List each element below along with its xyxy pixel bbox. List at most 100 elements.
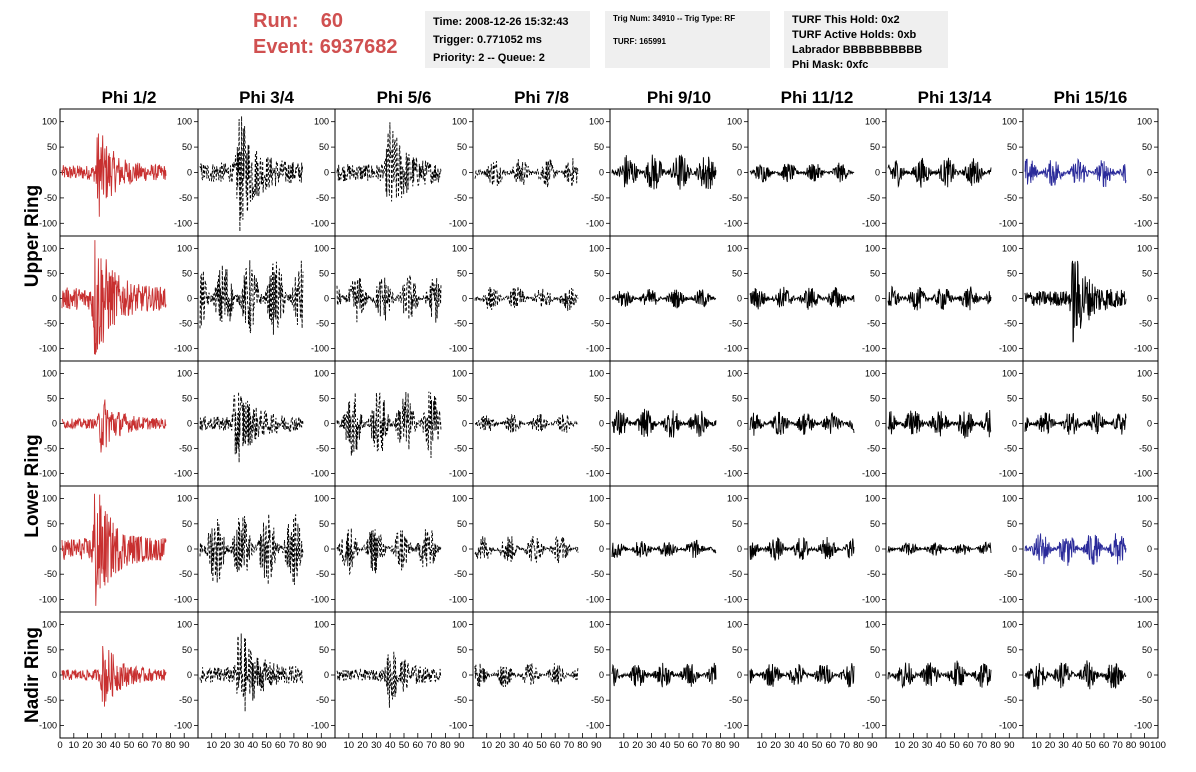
- y-tick-label: 100: [865, 494, 880, 504]
- x-tick-label: 90: [729, 740, 740, 751]
- y-tick-label: -50: [867, 695, 880, 705]
- y-tick-label: -100: [999, 469, 1017, 479]
- y-tick-label: -100: [586, 720, 604, 730]
- x-tick-label: 80: [990, 740, 1001, 751]
- x-tick-label: 30: [509, 740, 520, 751]
- y-tick-label: -100: [311, 594, 329, 604]
- y-tick-label: -100: [311, 469, 329, 479]
- y-tick-label: 100: [727, 117, 742, 127]
- y-tick-label: 50: [457, 394, 467, 404]
- x-tick-label: 50: [536, 740, 547, 751]
- row-title: Lower Ring: [22, 434, 43, 537]
- x-tick-label: 80: [302, 740, 313, 751]
- y-tick-label: 0: [52, 419, 57, 429]
- y-tick-label: 50: [870, 519, 880, 529]
- y-tick-label: -50: [179, 569, 192, 579]
- row-title: Upper Ring: [22, 185, 43, 287]
- y-tick-label: -100: [862, 469, 880, 479]
- y-tick-label: 50: [319, 269, 329, 279]
- y-tick-label: 50: [319, 394, 329, 404]
- y-tick-label: -50: [179, 444, 192, 454]
- y-tick-label: 50: [47, 269, 57, 279]
- y-tick-label: -100: [586, 594, 604, 604]
- x-tick-label: 70: [1112, 740, 1123, 751]
- y-tick-label: -100: [724, 469, 742, 479]
- x-tick-label: 10: [481, 740, 492, 751]
- x-tick-label: 90: [867, 740, 878, 751]
- y-tick-label: -100: [39, 720, 57, 730]
- y-tick-label: -100: [311, 720, 329, 730]
- y-tick-label: 0: [737, 294, 742, 304]
- y-tick-label: 50: [1007, 394, 1017, 404]
- turf-hold-text: TURF This Hold: 0x2: [792, 14, 900, 26]
- y-tick-label: 50: [182, 142, 192, 152]
- y-tick-label: 0: [599, 544, 604, 554]
- labrador-text: Labrador BBBBBBBBBB: [792, 44, 923, 56]
- x-tick-label: 60: [688, 740, 699, 751]
- waveform-trace: [1024, 260, 1127, 343]
- waveform-trace: [887, 409, 992, 439]
- y-tick-label: -100: [174, 344, 192, 354]
- panel-frame: [334, 360, 474, 487]
- y-tick-label: 0: [1012, 670, 1017, 680]
- y-tick-label: 100: [452, 244, 467, 254]
- y-tick-label: 50: [319, 519, 329, 529]
- y-tick-label: 0: [52, 294, 57, 304]
- panel-frame: [609, 235, 749, 362]
- y-tick-label: 0: [324, 168, 329, 178]
- y-tick-label: -50: [1139, 319, 1152, 329]
- y-tick-label: 50: [47, 519, 57, 529]
- waveform-trace: [474, 663, 579, 688]
- y-tick-label: 50: [732, 519, 742, 529]
- y-tick-label: -100: [862, 218, 880, 228]
- time-text: Time: 2008-12-26 15:32:43: [433, 16, 569, 28]
- waveform-trace: [336, 651, 442, 708]
- waveform-trace: [474, 413, 579, 433]
- y-tick-label: -50: [591, 444, 604, 454]
- y-tick-label: -50: [867, 569, 880, 579]
- x-tick-label: 30: [784, 740, 795, 751]
- y-tick-label: 100: [314, 620, 329, 630]
- y-tick-label: -100: [586, 469, 604, 479]
- y-tick-label: -50: [591, 569, 604, 579]
- waveform-trace: [199, 513, 304, 585]
- y-tick-label: 50: [1007, 519, 1017, 529]
- column-title: Phi 13/14: [918, 88, 992, 107]
- turf-active-text: TURF Active Holds: 0xb: [792, 29, 917, 41]
- y-tick-label: -100: [39, 344, 57, 354]
- x-tick-label: 90: [179, 740, 190, 751]
- run-event-header: Run: 60 Event: 6937682: [253, 8, 398, 60]
- y-tick-label: 50: [1142, 142, 1152, 152]
- y-tick-label: 100: [42, 494, 57, 504]
- y-tick-label: -100: [449, 720, 467, 730]
- y-tick-label: 100: [42, 117, 57, 127]
- y-tick-label: 50: [732, 645, 742, 655]
- y-tick-label: -100: [39, 594, 57, 604]
- x-tick-label: 20: [770, 740, 781, 751]
- x-tick-label: 90: [454, 740, 465, 751]
- y-tick-label: -100: [999, 344, 1017, 354]
- y-tick-label: -50: [454, 695, 467, 705]
- waveform-trace: [749, 536, 855, 561]
- y-tick-label: 0: [1147, 294, 1152, 304]
- y-tick-label: 0: [1147, 168, 1152, 178]
- x-tick-label: 80: [853, 740, 864, 751]
- y-tick-label: 50: [457, 142, 467, 152]
- waveform-trace: [1024, 533, 1127, 566]
- waveform-trace: [61, 133, 167, 217]
- y-tick-label: -50: [867, 319, 880, 329]
- y-tick-label: 50: [182, 645, 192, 655]
- y-tick-label: 50: [47, 394, 57, 404]
- x-tick-label: 90: [591, 740, 602, 751]
- waveform-trace: [61, 399, 167, 453]
- x-tick-label: 20: [220, 740, 231, 751]
- x-tick-label: 40: [660, 740, 671, 751]
- x-tick-label: 20: [1045, 740, 1056, 751]
- y-tick-label: -50: [591, 319, 604, 329]
- y-tick-label: 100: [177, 494, 192, 504]
- waveform-trace: [336, 273, 442, 323]
- y-tick-label: -50: [179, 193, 192, 203]
- waveform-trace: [474, 158, 579, 188]
- y-tick-label: 100: [452, 620, 467, 630]
